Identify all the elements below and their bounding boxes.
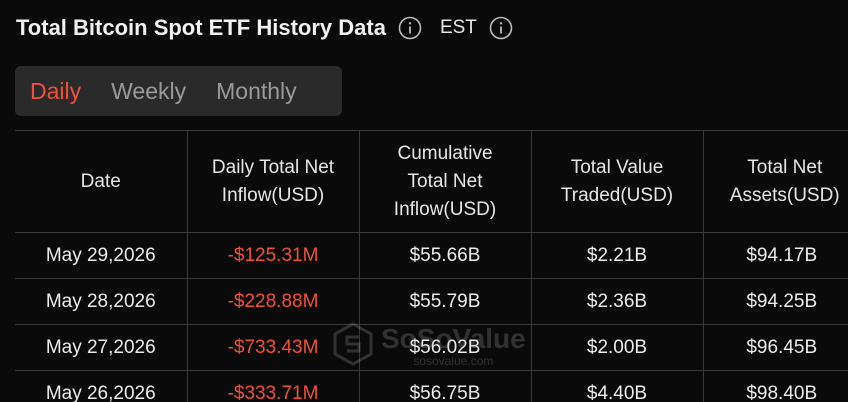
cell-cumulative-inflow: $56.02B	[358, 324, 531, 371]
column-header-daily-inflow: Daily Total Net Inflow(USD)	[186, 130, 359, 233]
cell-value-traded: $2.36B	[530, 278, 703, 325]
cell-net-assets: $94.17B	[702, 232, 848, 279]
cell-cumulative-inflow: $56.75B	[358, 370, 531, 402]
cell-date: May 27,2026	[15, 324, 187, 371]
tab-monthly[interactable]: Monthly	[216, 77, 297, 104]
table-row: May 27,2026 -$733.43M $56.02B $2.00B $96…	[15, 324, 848, 371]
cell-daily-inflow: -$125.31M	[186, 232, 359, 279]
table-header-row: Date Daily Total Net Inflow(USD) Cumulat…	[15, 130, 848, 233]
timezone-label: EST	[439, 17, 477, 38]
cell-daily-inflow: -$733.43M	[186, 324, 359, 371]
cell-date: May 26,2026	[15, 370, 187, 402]
cell-daily-inflow: -$333.71M	[186, 370, 359, 402]
info-icon[interactable]	[398, 16, 422, 40]
period-tabs: Daily Weekly Monthly	[15, 66, 342, 116]
cell-daily-inflow: -$228.88M	[186, 278, 359, 325]
cell-date: May 29,2026	[15, 232, 187, 279]
column-header-cumulative-inflow: Cumulative Total Net Inflow(USD)	[358, 130, 531, 233]
column-header-value-traded: Total Value Traded(USD)	[530, 130, 703, 233]
page-header: Total Bitcoin Spot ETF History Data EST	[16, 12, 513, 44]
cell-net-assets: $94.25B	[702, 278, 848, 325]
page-title: Total Bitcoin Spot ETF History Data	[16, 15, 386, 40]
cell-value-traded: $4.40B	[530, 370, 703, 402]
cell-value-traded: $2.00B	[530, 324, 703, 371]
cell-net-assets: $98.40B	[702, 370, 848, 402]
column-header-net-assets: Total Net Assets(USD)	[702, 130, 848, 233]
cell-cumulative-inflow: $55.79B	[358, 278, 531, 325]
cell-cumulative-inflow: $55.66B	[358, 232, 531, 279]
cell-date: May 28,2026	[15, 278, 187, 325]
tab-daily[interactable]: Daily	[30, 77, 82, 104]
cell-net-assets: $96.45B	[702, 324, 848, 371]
etf-history-table: Date Daily Total Net Inflow(USD) Cumulat…	[15, 130, 848, 402]
table-row: May 26,2026 -$333.71M $56.75B $4.40B $98…	[15, 370, 848, 402]
table-row: May 28,2026 -$228.88M $55.79B $2.36B $94…	[15, 278, 848, 325]
table-row: May 29,2026 -$125.31M $55.66B $2.21B $94…	[15, 232, 848, 279]
tab-weekly[interactable]: Weekly	[111, 77, 187, 104]
timezone-info-icon[interactable]	[489, 16, 513, 40]
cell-value-traded: $2.21B	[530, 232, 703, 279]
column-header-date: Date	[15, 130, 187, 233]
